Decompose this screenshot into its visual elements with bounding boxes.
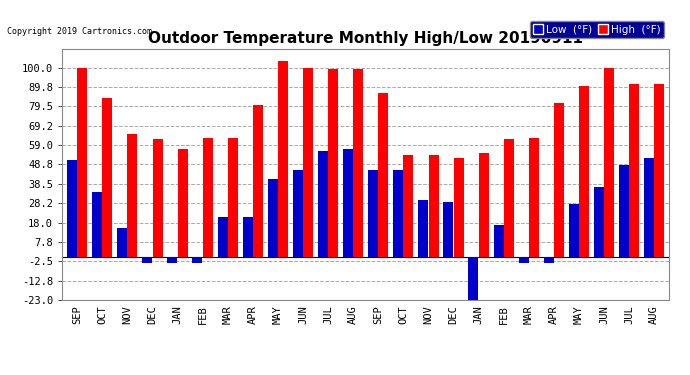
Bar [418, 200, 428, 256]
Bar [243, 217, 253, 256]
Bar [228, 138, 238, 256]
Bar [529, 138, 539, 256]
Bar [303, 68, 313, 256]
Bar [318, 151, 328, 256]
Bar [353, 69, 364, 256]
Bar [343, 149, 353, 256]
Bar [544, 256, 554, 263]
Bar [579, 86, 589, 256]
Bar [67, 160, 77, 256]
Bar [77, 68, 88, 256]
Bar [428, 156, 439, 256]
Bar [604, 68, 614, 256]
Legend: Low  (°F), High  (°F): Low (°F), High (°F) [530, 21, 664, 38]
Bar [152, 140, 163, 256]
Bar [404, 156, 413, 256]
Bar [479, 153, 489, 256]
Bar [519, 256, 529, 263]
Bar [328, 69, 338, 256]
Bar [368, 170, 378, 256]
Bar [177, 149, 188, 256]
Bar [253, 105, 263, 256]
Bar [444, 202, 453, 256]
Bar [393, 170, 403, 256]
Bar [268, 179, 278, 256]
Bar [469, 256, 478, 300]
Bar [554, 103, 564, 256]
Bar [654, 84, 664, 256]
Title: Outdoor Temperature Monthly High/Low 20190911: Outdoor Temperature Monthly High/Low 201… [148, 31, 583, 46]
Bar [293, 170, 303, 256]
Bar [142, 256, 152, 263]
Text: Copyright 2019 Cartronics.com: Copyright 2019 Cartronics.com [7, 27, 152, 36]
Bar [278, 61, 288, 256]
Bar [569, 204, 579, 257]
Bar [203, 138, 213, 256]
Bar [594, 187, 604, 256]
Bar [378, 93, 388, 256]
Bar [168, 256, 177, 263]
Bar [493, 225, 504, 256]
Bar [92, 192, 102, 256]
Bar [629, 84, 640, 256]
Bar [619, 165, 629, 256]
Bar [217, 217, 228, 256]
Bar [504, 140, 514, 256]
Bar [644, 158, 654, 256]
Bar [128, 134, 137, 256]
Bar [102, 98, 112, 256]
Bar [117, 228, 127, 256]
Bar [193, 256, 202, 263]
Bar [453, 158, 464, 256]
